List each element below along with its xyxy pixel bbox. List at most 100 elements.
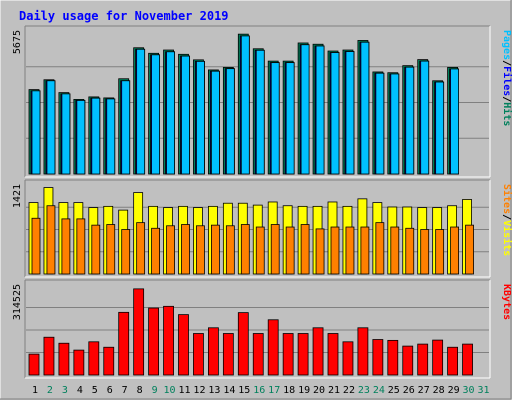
bar-sites-day-4 [76, 218, 86, 275]
bar-sites-day-24 [375, 222, 385, 275]
bar-pages-day-15 [240, 35, 250, 175]
x-tick-day-25: 25 [388, 385, 400, 396]
x-axis-labels: 1 2 3 4 5 6 7 8 9 10 11 12 13 14 15 16 17 18 19 20 21 22 23 24 2… [32, 385, 490, 396]
bar-sites-day-23 [360, 226, 370, 275]
bar-pages-day-16 [255, 49, 265, 175]
panel-bottom: 314525 KBytes [12, 279, 512, 379]
bar-pages-day-22 [345, 51, 355, 175]
panel-bottom-legend: KBytes [501, 284, 512, 320]
panel-top-max-label: 5675 [12, 30, 23, 54]
x-tick-day-20: 20 [313, 385, 325, 396]
x-tick-day-17: 17 [268, 385, 280, 396]
bar-sites-day-26 [405, 227, 415, 275]
bar-pages-day-23 [360, 41, 370, 175]
x-tick-day-15: 15 [238, 385, 250, 396]
legend-separator: / [501, 60, 512, 66]
bar-pages-day-6 [106, 98, 116, 175]
bar-pages-day-28 [435, 81, 445, 175]
x-tick-day-24: 24 [373, 385, 385, 396]
bar-pages-day-18 [285, 62, 295, 175]
bar-kbytes-day-23 [357, 327, 369, 376]
legend-visits: Visits [501, 220, 512, 256]
x-tick-day-18: 18 [283, 385, 295, 396]
bar-sites-day-25 [390, 226, 400, 275]
bar-pages-day-26 [405, 66, 415, 175]
legend-pages: Pages [501, 30, 512, 60]
bar-kbytes-day-7 [118, 311, 130, 376]
x-tick-day-3: 3 [62, 385, 68, 396]
x-tick-day-27: 27 [418, 385, 430, 396]
x-tick-day-7: 7 [122, 385, 128, 396]
x-tick-day-26: 26 [403, 385, 415, 396]
bar-kbytes-day-10 [163, 305, 174, 376]
bar-sites-day-16 [255, 226, 265, 275]
bar-sites-day-13 [210, 224, 220, 275]
x-tick-day-30: 30 [463, 385, 475, 396]
bar-sites-day-9 [151, 227, 161, 275]
bar-kbytes-day-28 [432, 339, 444, 376]
bar-sites-day-15 [240, 224, 250, 275]
x-tick-day-8: 8 [137, 385, 143, 396]
bar-sites-day-29 [450, 226, 460, 275]
bar-pages-day-1 [31, 90, 41, 175]
bar-pages-day-7 [121, 80, 131, 175]
bar-kbytes-day-26 [402, 345, 414, 376]
bar-kbytes-day-27 [417, 343, 429, 376]
x-tick-day-4: 4 [77, 385, 83, 396]
bar-kbytes-day-2 [43, 336, 55, 376]
x-tick-day-9: 9 [152, 385, 158, 396]
bar-pages-day-14 [225, 68, 235, 175]
bar-kbytes-day-8 [133, 288, 145, 376]
bar-sites-day-7 [121, 229, 131, 275]
x-tick-day-12: 12 [193, 385, 205, 396]
legend-files: Files [501, 66, 512, 96]
bar-sites-day-5 [91, 224, 101, 275]
bar-kbytes-day-5 [88, 341, 100, 376]
bar-pages-day-10 [166, 51, 175, 175]
x-tick-day-28: 28 [433, 385, 445, 396]
bar-kbytes-day-13 [207, 327, 219, 376]
bar-sites-day-20 [315, 228, 325, 275]
bar-kbytes-day-15 [237, 312, 249, 376]
bar-pages-day-20 [315, 45, 325, 175]
bar-sites-day-14 [225, 225, 235, 275]
bar-kbytes-day-24 [372, 339, 384, 376]
bar-kbytes-day-21 [327, 333, 339, 376]
x-tick-day-29: 29 [448, 385, 460, 396]
bar-pages-day-12 [196, 60, 205, 175]
panel-middle-legend: Sites/Visits [501, 184, 512, 256]
x-tick-day-5: 5 [92, 385, 98, 396]
bar-pages-day-25 [390, 73, 400, 175]
bar-sites-day-10 [166, 225, 175, 275]
bar-pages-day-5 [91, 97, 101, 175]
bar-sites-day-30 [465, 224, 474, 275]
bar-kbytes-day-22 [342, 341, 354, 376]
legend-kbytes: KBytes [501, 284, 512, 320]
bar-pages-day-29 [450, 68, 460, 175]
x-tick-day-16: 16 [253, 385, 265, 396]
panel-top: 5675 Pages/Files/Hits [12, 25, 512, 178]
bar-sites-day-1 [31, 217, 41, 275]
panel-top-legend: Pages/Files/Hits [501, 30, 512, 126]
bar-pages-day-4 [76, 100, 86, 175]
legend-separator: / [501, 96, 512, 102]
bar-kbytes-day-29 [447, 346, 459, 376]
bar-kbytes-day-3 [58, 342, 70, 376]
bar-sites-day-11 [181, 224, 190, 275]
bar-kbytes-day-20 [312, 327, 324, 376]
x-tick-day-6: 6 [107, 385, 113, 396]
bar-pages-day-2 [46, 80, 56, 175]
bar-sites-day-27 [420, 229, 430, 275]
bar-sites-day-28 [435, 229, 445, 275]
legend-hits: Hits [501, 102, 512, 126]
bar-kbytes-day-25 [387, 339, 399, 376]
bar-sites-day-6 [106, 224, 116, 275]
bar-pages-day-9 [151, 54, 161, 175]
bar-pages-day-13 [210, 70, 220, 175]
x-tick-day-23: 23 [358, 385, 370, 396]
panel-bottom-max-label: 314525 [12, 284, 23, 320]
bar-pages-day-19 [300, 44, 310, 175]
bar-pages-day-3 [61, 93, 71, 175]
